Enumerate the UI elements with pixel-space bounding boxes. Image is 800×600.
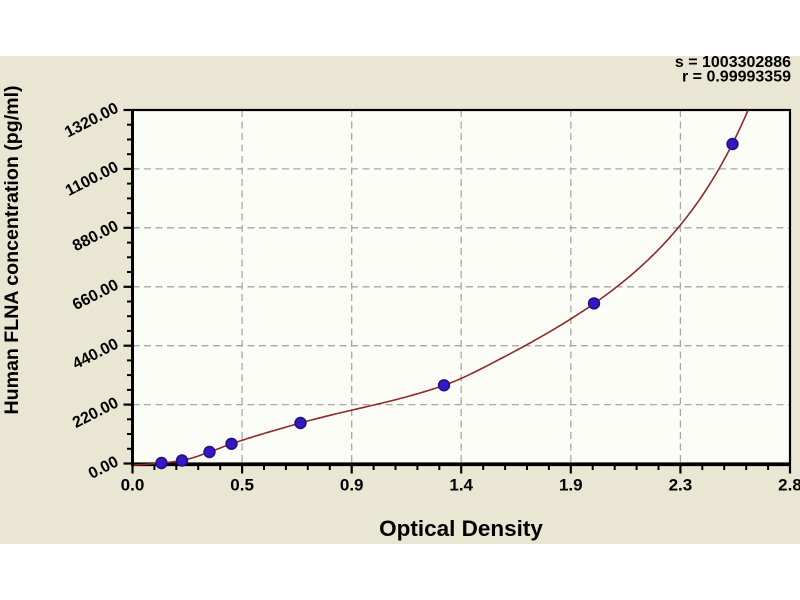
svg-text:0.0: 0.0 xyxy=(121,476,145,495)
svg-text:Optical Density: Optical Density xyxy=(379,516,543,541)
svg-text:0.5: 0.5 xyxy=(230,476,254,495)
svg-text:0.9: 0.9 xyxy=(340,476,364,495)
svg-text:1.9: 1.9 xyxy=(559,476,583,495)
svg-text:2.3: 2.3 xyxy=(669,476,693,495)
svg-text:1.4: 1.4 xyxy=(449,476,473,495)
svg-text:Human FLNA concentration (pg/m: Human FLNA concentration (pg/ml) xyxy=(1,85,23,414)
svg-text:s = 1003302886: s = 1003302886 xyxy=(675,54,791,71)
svg-text:2.8: 2.8 xyxy=(778,476,800,495)
svg-text:r = 0.99993359: r = 0.99993359 xyxy=(682,69,791,86)
